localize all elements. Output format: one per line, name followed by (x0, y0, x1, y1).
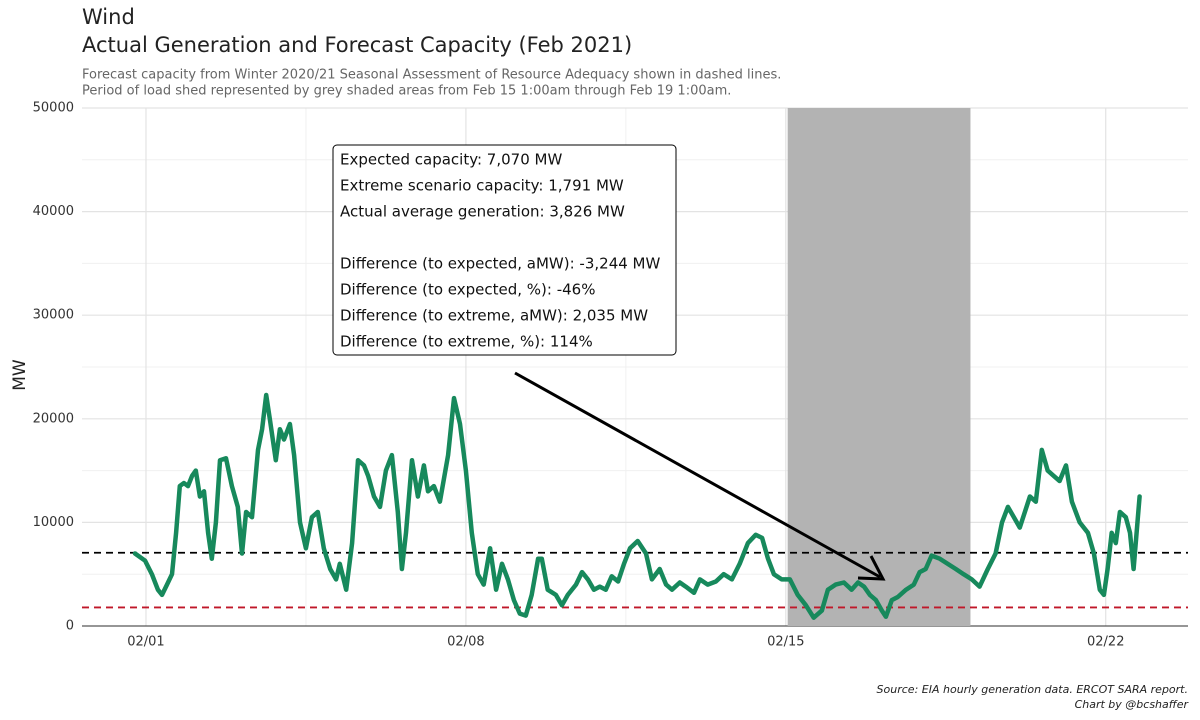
chart-title: Wind (82, 5, 135, 29)
annotation-box (332, 144, 677, 356)
arrow (514, 371, 881, 579)
y-tick-label: 0 (66, 619, 74, 634)
annotation-text: Expected capacity: 7,070 MW (340, 151, 562, 169)
load-shed-area (787, 108, 971, 626)
x-tick-label: 02/15 (767, 635, 804, 650)
source: Source: EIA hourly generation data. ERCO… (877, 683, 1188, 696)
annotation-text: Difference (to extreme, aMW): 2,035 MW (340, 307, 648, 325)
y-tick-label: 50000 (33, 101, 74, 116)
chart-subtitle: Actual Generation and Forecast Capacity … (82, 33, 632, 57)
y-tick-label: 10000 (33, 515, 74, 530)
plot-area: 0 10000 20000 30000 40000 50000 02/01 02/08 02/1… (33, 101, 1188, 650)
annotation-text: Extreme scenario capacity: 1,791 MW (340, 177, 624, 195)
caption: Forecast capacity from Winter 2020/21 Se… (82, 68, 781, 83)
annotation: Expected capacity: 7,070 MW Extreme scen… (332, 144, 886, 581)
caption: Period of load shed represented by grey … (82, 84, 731, 99)
x-tick-label: 02/08 (447, 635, 484, 650)
generation-line (132, 392, 1142, 620)
x-tick-label: 02/22 (1087, 635, 1124, 650)
annotation-text: Difference (to extreme, %): 114% (340, 333, 593, 351)
arrow-head (857, 555, 886, 581)
y-axis-label: MW (10, 359, 30, 391)
annotation-text: Difference (to expected, %): -46% (340, 281, 595, 299)
annotation-text: Difference (to expected, aMW): -3,244 MW (340, 255, 660, 273)
y-tick-label: 30000 (33, 308, 74, 323)
source: Chart by @bcshaffer (1075, 698, 1190, 711)
y-tick-label: 40000 (33, 204, 74, 219)
x-tick-label: 02/01 (127, 635, 164, 650)
annotation-text: Actual average generation: 3,826 MW (340, 203, 625, 221)
y-tick-label: 20000 (33, 411, 74, 426)
